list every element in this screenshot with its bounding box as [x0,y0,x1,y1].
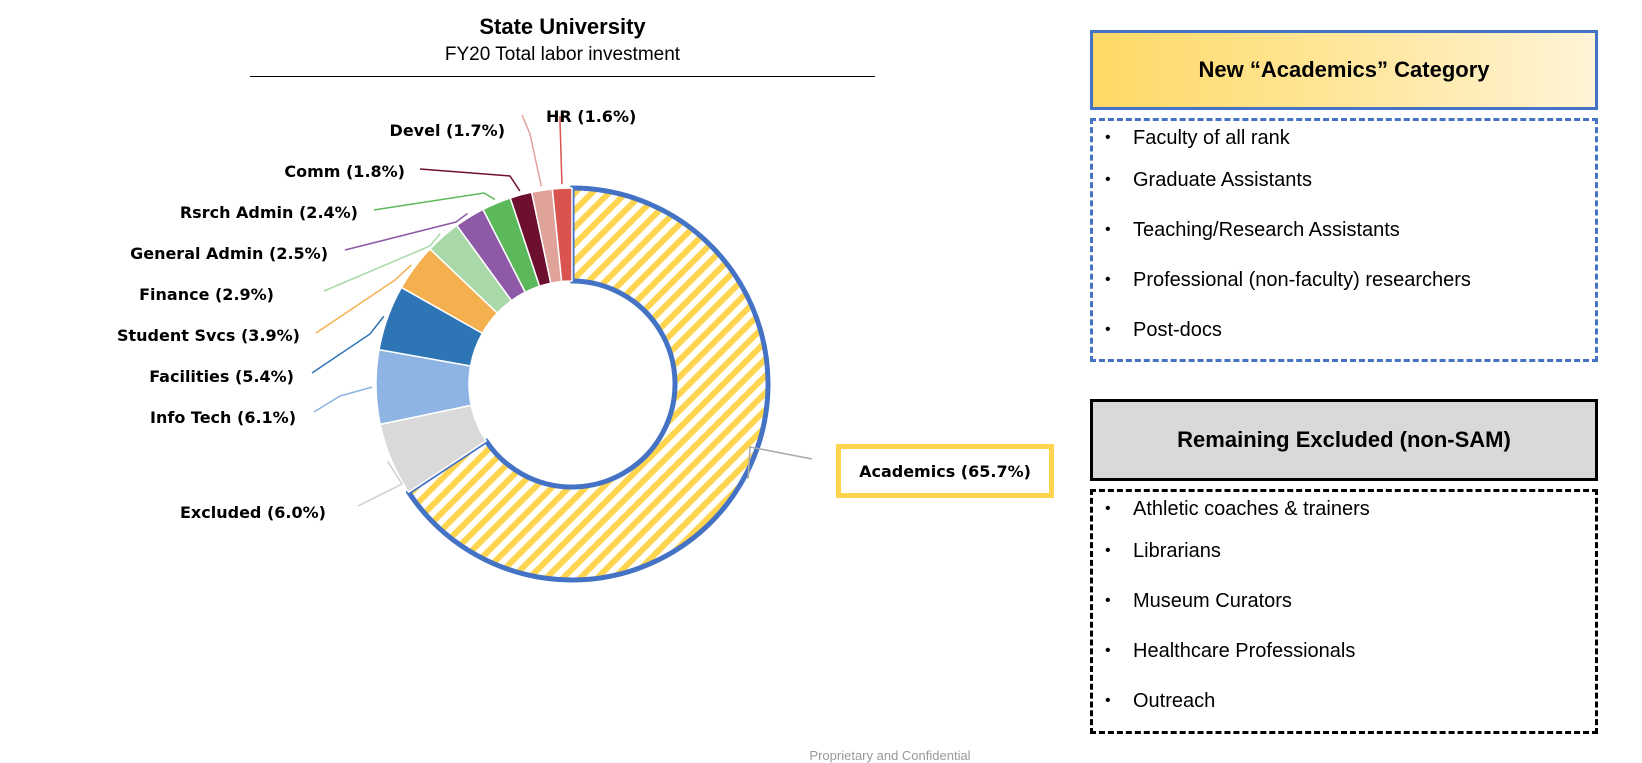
bullet: • [1105,221,1111,238]
excluded-list: • Athletic coaches & trainers • Librarians… [1090,489,1598,734]
list-item-text: Teaching/Research Assistants [1133,218,1400,241]
leader-line-info-tech [313,386,373,413]
label-student-svcs: Student Svcs (3.9%) [117,326,300,345]
donut-slices [375,185,771,583]
label-rsrch-admin: Rsrch Admin (2.4%) [180,203,358,222]
bullet: • [1105,271,1111,288]
list-item-text: Post-docs [1133,318,1222,341]
leader-line-hr [559,116,563,185]
bullet: • [1105,592,1111,609]
list-item-text: Librarians [1133,539,1221,562]
new-category-header: New “Academics” Category [1090,30,1598,110]
label-devel: Devel (1.7%) [390,121,505,140]
list-item-text: Museum Curators [1133,589,1292,612]
list-item: • Outreach [1105,676,1595,726]
bullet: • [1105,692,1111,709]
slice-labels: Excluded (6.0%) Info Tech (6.1%) Facilitie… [117,107,636,522]
bullet: • [1105,129,1111,146]
leader-line-comm [419,168,521,192]
callout-academics: Academics (65.7%) [836,444,1054,498]
bullet: • [1105,642,1111,659]
chart-title: State University [479,14,646,39]
list-item: • Athletic coaches & trainers [1105,492,1595,526]
bullet: • [1105,321,1111,338]
chart-subtitle: FY20 Total labor investment [444,44,681,65]
label-excluded: Excluded (6.0%) [180,503,326,522]
label-facilities: Facilities (5.4%) [149,367,294,386]
leader-line-devel [521,114,543,187]
bullet: • [1105,500,1111,517]
bullet: • [1105,542,1111,559]
donut-chart: Excluded (6.0%) Info Tech (6.1%) Facilitie… [117,107,813,583]
list-item: • Librarians [1105,526,1595,576]
list-item-text: Outreach [1133,689,1216,712]
leader-line-general-admin [344,212,468,251]
leader-line-rsrch-admin [373,192,496,211]
list-item-text: Athletic coaches & trainers [1133,497,1370,520]
list-item-text: Graduate Assistants [1133,168,1312,191]
list-item: • Museum Curators [1105,576,1595,626]
label-general-admin: General Admin (2.5%) [130,244,328,263]
list-item: • Post-docs [1105,305,1595,355]
list-item-text: Professional (non-faculty) researchers [1133,268,1471,291]
list-item: • Professional (non-faculty) researchers [1105,255,1595,305]
leader-line-facilities [311,315,385,374]
excluded-header: Remaining Excluded (non-SAM) [1090,399,1598,481]
list-item: • Graduate Assistants [1105,155,1595,205]
title-divider [250,76,875,77]
list-item: • Healthcare Professionals [1105,626,1595,676]
leader-line-finance [323,233,441,292]
leader-lines [311,114,813,507]
label-finance: Finance (2.9%) [139,285,274,304]
list-item: • Teaching/Research Assistants [1105,205,1595,255]
label-hr: HR (1.6%) [546,107,636,126]
label-info-tech: Info Tech (6.1%) [150,408,296,427]
slice-academics [406,185,771,583]
leader-line-academics [747,446,813,479]
slice-hr [551,187,573,283]
bullet: • [1105,171,1111,188]
list-item: • Faculty of all rank [1105,121,1595,155]
leader-line-student-svcs [315,264,412,334]
label-comm: Comm (1.8%) [284,162,405,181]
leader-line-excluded [357,460,404,507]
new-category-list: • Faculty of all rank • Graduate Assistant… [1090,118,1598,362]
list-item-text: Healthcare Professionals [1133,639,1356,662]
list-item-text: Faculty of all rank [1133,126,1290,149]
